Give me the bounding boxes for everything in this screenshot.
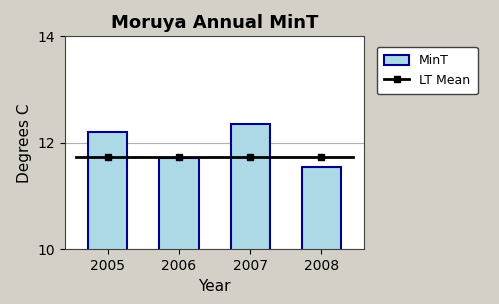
Bar xyxy=(231,124,270,304)
Title: Moruya Annual MinT: Moruya Annual MinT xyxy=(111,14,318,32)
Bar xyxy=(88,132,127,304)
Y-axis label: Degrees C: Degrees C xyxy=(17,103,32,183)
X-axis label: Year: Year xyxy=(198,278,231,294)
Bar xyxy=(302,167,341,304)
Legend: MinT, LT Mean: MinT, LT Mean xyxy=(377,47,478,94)
Bar xyxy=(159,158,199,304)
